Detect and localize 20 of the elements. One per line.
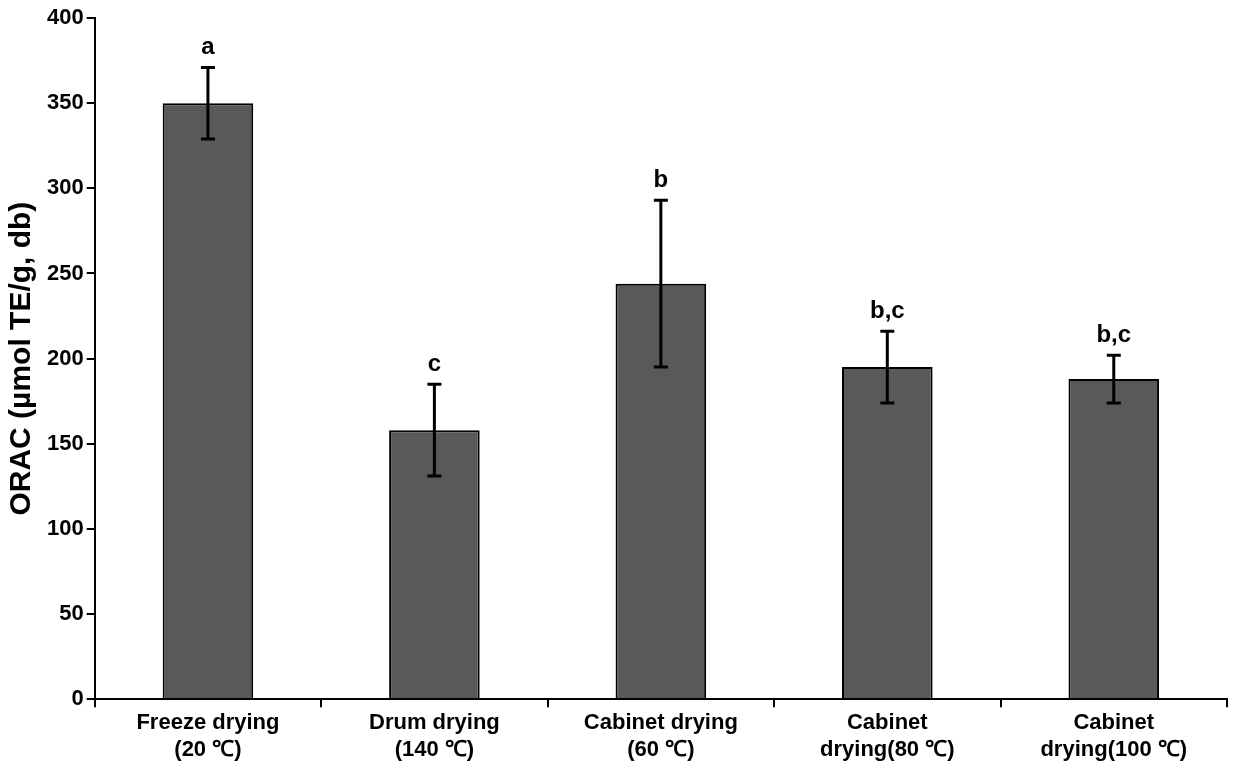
x-tick-label: Cabinet drying(100 ℃)	[1040, 709, 1188, 761]
annotation: b,c	[1096, 319, 1132, 347]
x-tick-label: Cabinet drying (60 ℃)	[583, 709, 738, 761]
y-tick-label: 0	[71, 685, 84, 711]
x-tick-label: Cabinet drying(80 ℃)	[820, 709, 955, 761]
x-tick-label: Drum drying (140 ℃)	[369, 709, 500, 761]
y-tick-label: 100	[46, 514, 84, 540]
annotation: c	[427, 348, 442, 376]
x-tick-label: Freeze drying (20 ℃)	[136, 709, 280, 761]
annotation: a	[201, 32, 216, 60]
y-tick-label: 50	[59, 600, 84, 626]
y-tick-label: 300	[46, 174, 84, 200]
annotation: b	[653, 164, 669, 192]
y-tick-label: 350	[46, 89, 84, 115]
y-tick-label: 400	[46, 4, 84, 30]
y-tick-label: 200	[46, 344, 84, 370]
annotation: b,c	[869, 295, 905, 323]
y-axis-title: ORAC (µmol TE/g, db)	[3, 201, 37, 516]
y-tick-label: 250	[46, 259, 84, 285]
y-tick-label: 150	[46, 429, 84, 455]
